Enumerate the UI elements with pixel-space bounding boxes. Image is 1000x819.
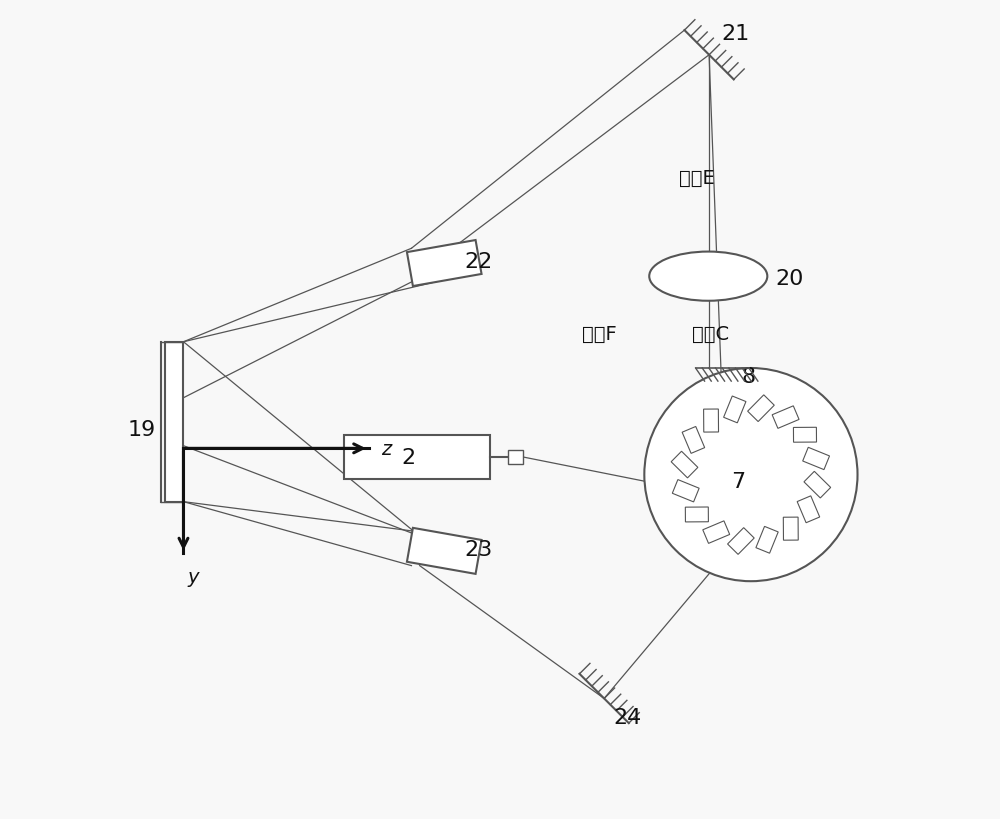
Text: 光束F: 光束F [582, 324, 617, 344]
Polygon shape [756, 527, 778, 554]
Text: 21: 21 [721, 25, 750, 44]
Polygon shape [793, 428, 817, 442]
Polygon shape [724, 396, 746, 423]
Polygon shape [682, 427, 705, 454]
Polygon shape [772, 406, 799, 429]
Text: z: z [381, 439, 391, 459]
Text: 23: 23 [464, 540, 492, 559]
Ellipse shape [649, 252, 767, 301]
Polygon shape [685, 508, 708, 523]
Polygon shape [703, 521, 730, 544]
Text: 光束E: 光束E [679, 169, 715, 188]
Bar [508, 450, 523, 464]
Text: y: y [188, 568, 199, 586]
Text: 20: 20 [776, 269, 804, 288]
Polygon shape [783, 518, 798, 541]
Polygon shape [407, 528, 482, 574]
Polygon shape [797, 496, 820, 523]
Bar [165, 342, 183, 502]
Polygon shape [671, 452, 698, 478]
Text: 光束C: 光束C [692, 324, 729, 344]
Circle shape [644, 369, 858, 581]
Text: 2: 2 [401, 448, 415, 468]
Polygon shape [748, 396, 774, 422]
Polygon shape [672, 480, 699, 502]
Polygon shape [804, 472, 831, 498]
Polygon shape [407, 241, 482, 287]
Polygon shape [704, 410, 719, 432]
Polygon shape [728, 528, 754, 554]
Bar [344, 436, 490, 479]
Text: 7: 7 [731, 472, 745, 491]
Text: 22: 22 [464, 252, 492, 272]
Text: 24: 24 [613, 708, 641, 727]
Text: 19: 19 [128, 420, 156, 440]
Polygon shape [803, 448, 830, 470]
Text: 8: 8 [741, 367, 755, 387]
